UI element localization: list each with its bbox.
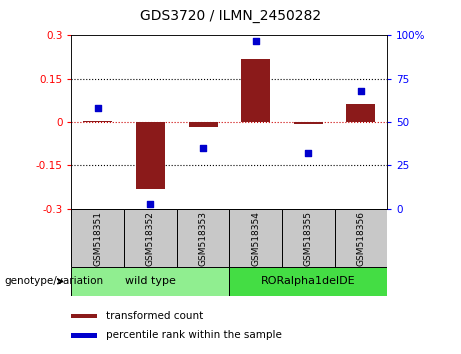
Point (94, 105, 101, 111)
Bar (294, 122, 323, 125)
Text: transformed count: transformed count (106, 311, 203, 321)
Text: percentile rank within the sample: percentile rank within the sample (106, 330, 282, 341)
Text: GSM518353: GSM518353 (199, 211, 207, 266)
Text: GSM518355: GSM518355 (304, 211, 313, 266)
Text: GSM518354: GSM518354 (251, 211, 260, 266)
Text: RORalpha1delDE: RORalpha1delDE (261, 276, 355, 286)
Bar (229, 209, 282, 267)
Point (199, 145, 207, 151)
Point (305, 150, 312, 156)
Bar (136, 122, 165, 189)
Bar (241, 58, 270, 122)
Text: genotype/variation: genotype/variation (5, 276, 104, 286)
Bar (71, 209, 124, 267)
Bar (189, 122, 218, 127)
Bar (335, 209, 387, 267)
Text: GDS3720 / ILMN_2450282: GDS3720 / ILMN_2450282 (140, 9, 321, 23)
Bar (229, 267, 387, 296)
Text: GSM518352: GSM518352 (146, 211, 155, 266)
Bar (282, 209, 335, 267)
Bar (71, 314, 97, 318)
Bar (177, 209, 229, 267)
Bar (347, 104, 375, 122)
Point (357, 88, 365, 94)
Text: GSM518351: GSM518351 (93, 211, 102, 266)
Text: GSM518356: GSM518356 (356, 211, 366, 266)
Text: wild type: wild type (125, 276, 176, 286)
Bar (124, 209, 177, 267)
Point (252, 38, 260, 44)
Bar (71, 333, 97, 338)
Bar (83, 121, 112, 122)
Bar (71, 267, 229, 296)
Point (147, 201, 154, 206)
